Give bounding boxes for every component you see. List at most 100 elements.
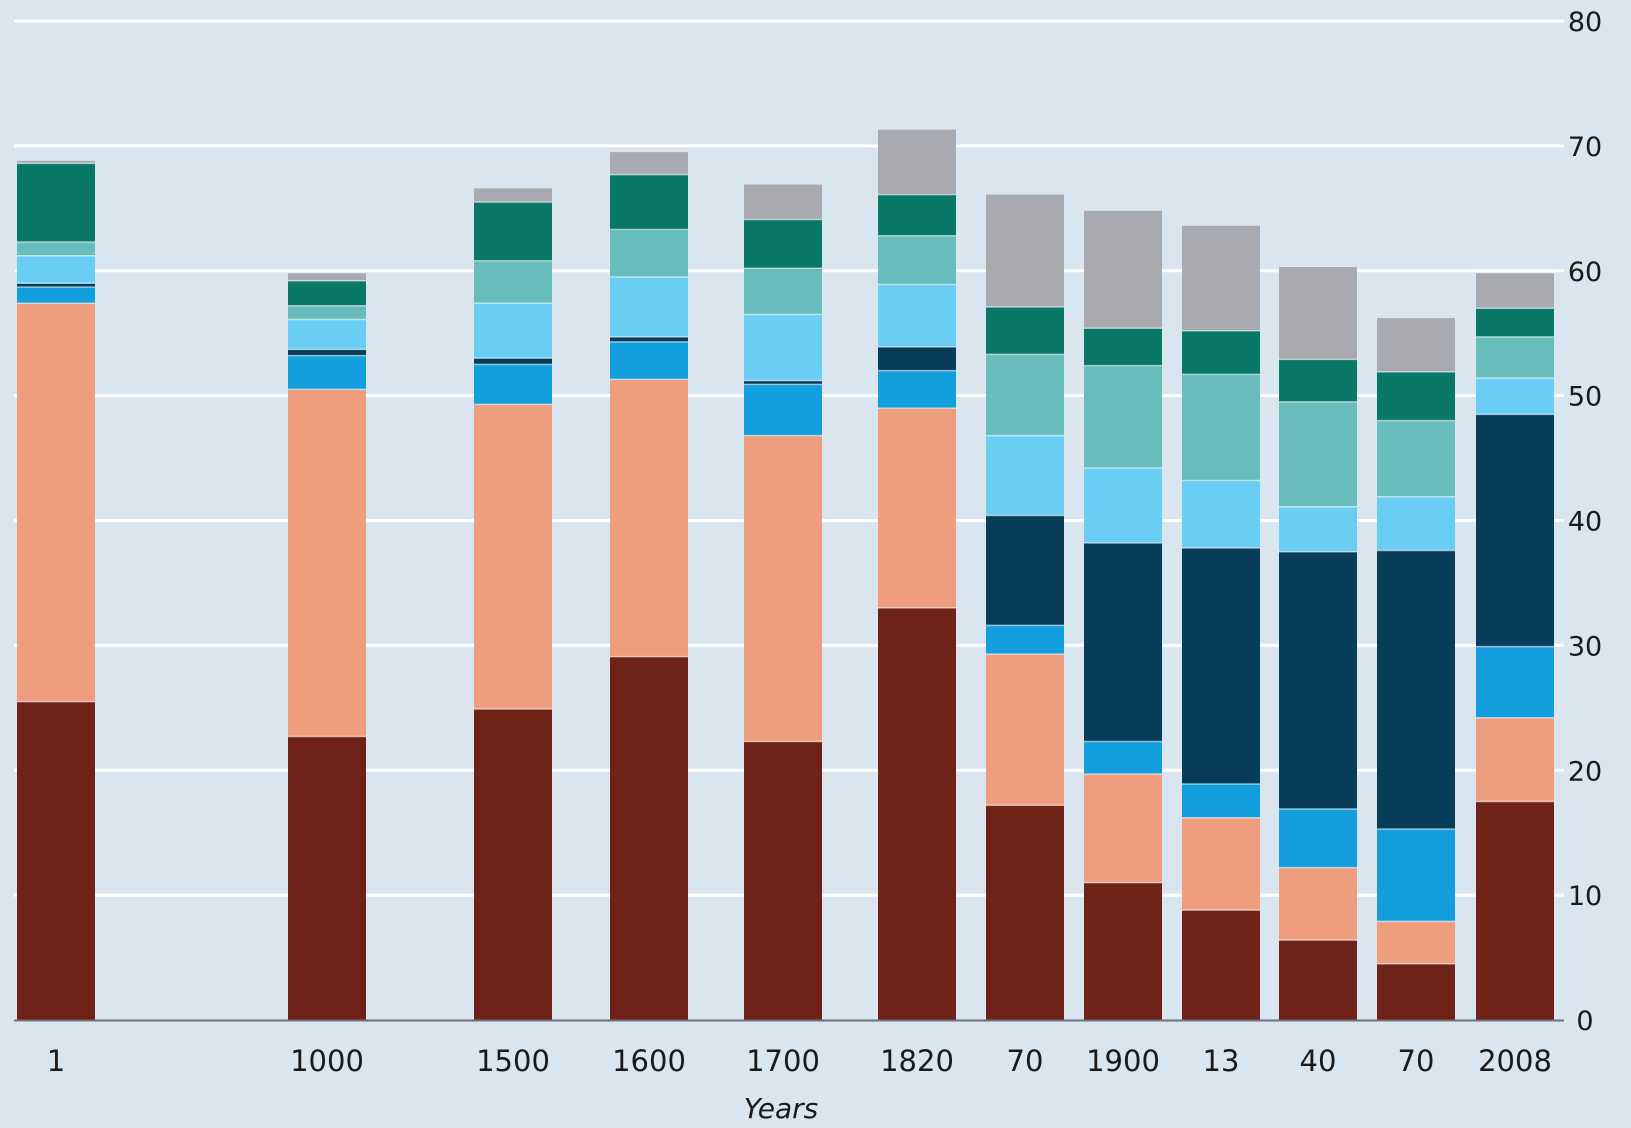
bar-segment <box>1084 882 1162 1020</box>
bar-segment <box>878 408 956 608</box>
bar-segment <box>610 656 688 1020</box>
bar-segment <box>1476 717 1554 802</box>
x-tick-label: 1600 <box>612 1044 686 1078</box>
bar-segment <box>288 355 366 390</box>
bar-stack <box>288 273 366 1020</box>
bar-segment <box>1279 359 1357 402</box>
bar-segment <box>1377 963 1455 1020</box>
bar-segment <box>1279 940 1357 1020</box>
bar-segment <box>474 303 552 359</box>
bar-segment <box>986 306 1064 355</box>
bar-segment <box>986 805 1064 1020</box>
bar-segment <box>1279 551 1357 809</box>
bar-stack <box>17 160 95 1020</box>
bar-stack <box>986 194 1064 1020</box>
bar-segment <box>474 364 552 405</box>
bar-segment <box>17 242 95 256</box>
bar-segment <box>17 163 95 243</box>
bar-segment <box>1377 921 1455 964</box>
bar-segment <box>878 370 956 409</box>
y-tick-label: 80 <box>1568 7 1602 38</box>
bar-segment <box>1377 828 1455 922</box>
bar-segment <box>744 380 822 385</box>
bar-segment <box>1182 783 1260 818</box>
bar-segment <box>1084 468 1162 543</box>
bar-segment <box>878 607 956 1020</box>
bar-segment <box>1377 318 1455 372</box>
bar-segment <box>1279 867 1357 941</box>
bar-segment <box>1279 506 1357 552</box>
bar-stack <box>1476 273 1554 1020</box>
bar-segment <box>986 435 1064 516</box>
bar-segment <box>986 625 1064 655</box>
x-tick-label: 2008 <box>1478 1044 1552 1078</box>
bar-segment <box>1279 808 1357 868</box>
bar-stack <box>1084 210 1162 1020</box>
bar-segment <box>986 194 1064 307</box>
bar-segment <box>1476 414 1554 647</box>
bar-segment <box>1377 550 1455 829</box>
x-tick-label: 70 <box>1398 1044 1435 1078</box>
y-tick-label: 60 <box>1568 257 1602 288</box>
x-tick-label: 1000 <box>290 1044 364 1078</box>
y-tick-label: 40 <box>1568 507 1602 538</box>
bar-segment <box>744 219 822 269</box>
x-axis-ticks: 1 1000 1500 1600 1700 1820 70 1900 13 40 70 2008 <box>47 1044 1552 1078</box>
bar-segment <box>744 314 822 381</box>
bar-segment <box>744 184 822 220</box>
y-axis-ticks: 0 10 20 30 40 50 60 70 80 <box>1568 7 1602 1037</box>
bar-stack <box>744 184 822 1020</box>
bar-segment <box>1182 910 1260 1020</box>
bar-segment <box>288 736 366 1020</box>
bar-segment <box>1377 496 1455 551</box>
bar-segment <box>1377 420 1455 497</box>
bar-segment <box>1476 273 1554 309</box>
bar-segment <box>1279 267 1357 360</box>
bar-segment <box>288 389 366 737</box>
bar-segment <box>1084 542 1162 742</box>
bar-segment <box>1084 210 1162 329</box>
bar-segment <box>1476 308 1554 337</box>
bar-segment <box>17 160 95 164</box>
bar-segment <box>1182 547 1260 784</box>
bar-segment <box>744 741 822 1020</box>
bar-segment <box>1182 817 1260 911</box>
bar-segment <box>610 276 688 337</box>
x-tick-label: 1500 <box>476 1044 550 1078</box>
bar-segment <box>474 202 552 261</box>
bar-segment <box>610 174 688 230</box>
bar-segment <box>474 404 552 710</box>
bar-segment <box>288 319 366 350</box>
x-tick-label: 1700 <box>746 1044 820 1078</box>
x-axis-title: Years <box>744 1092 819 1123</box>
bar-segment <box>474 709 552 1020</box>
bar-segment <box>744 268 822 315</box>
bar-segment <box>288 349 366 356</box>
bar-segment <box>1182 480 1260 548</box>
bar-segment <box>17 255 95 284</box>
bar-segment <box>1279 401 1357 507</box>
bar-segment <box>878 235 956 285</box>
bar-segment <box>610 229 688 277</box>
bar-segment <box>1084 365 1162 469</box>
bar-segment <box>986 515 1064 626</box>
bar-segment <box>610 341 688 380</box>
y-tick-label: 30 <box>1568 631 1602 662</box>
bar-segment <box>1084 741 1162 774</box>
x-tick-label: 13 <box>1203 1044 1240 1078</box>
bar-segment <box>610 336 688 342</box>
bar-segment <box>878 194 956 236</box>
bar-segment <box>878 284 956 347</box>
bar-segment <box>17 286 95 304</box>
bar-segment <box>1377 371 1455 421</box>
bar-segment <box>288 305 366 320</box>
bar-segment <box>17 303 95 702</box>
bar-segment <box>744 435 822 742</box>
bars <box>17 129 1554 1020</box>
bar-stack <box>878 129 956 1020</box>
bar-segment <box>288 273 366 281</box>
bar-segment <box>474 358 552 365</box>
x-tick-label: 1900 <box>1086 1044 1160 1078</box>
bar-segment <box>1084 328 1162 366</box>
bar-stack <box>1377 318 1455 1020</box>
